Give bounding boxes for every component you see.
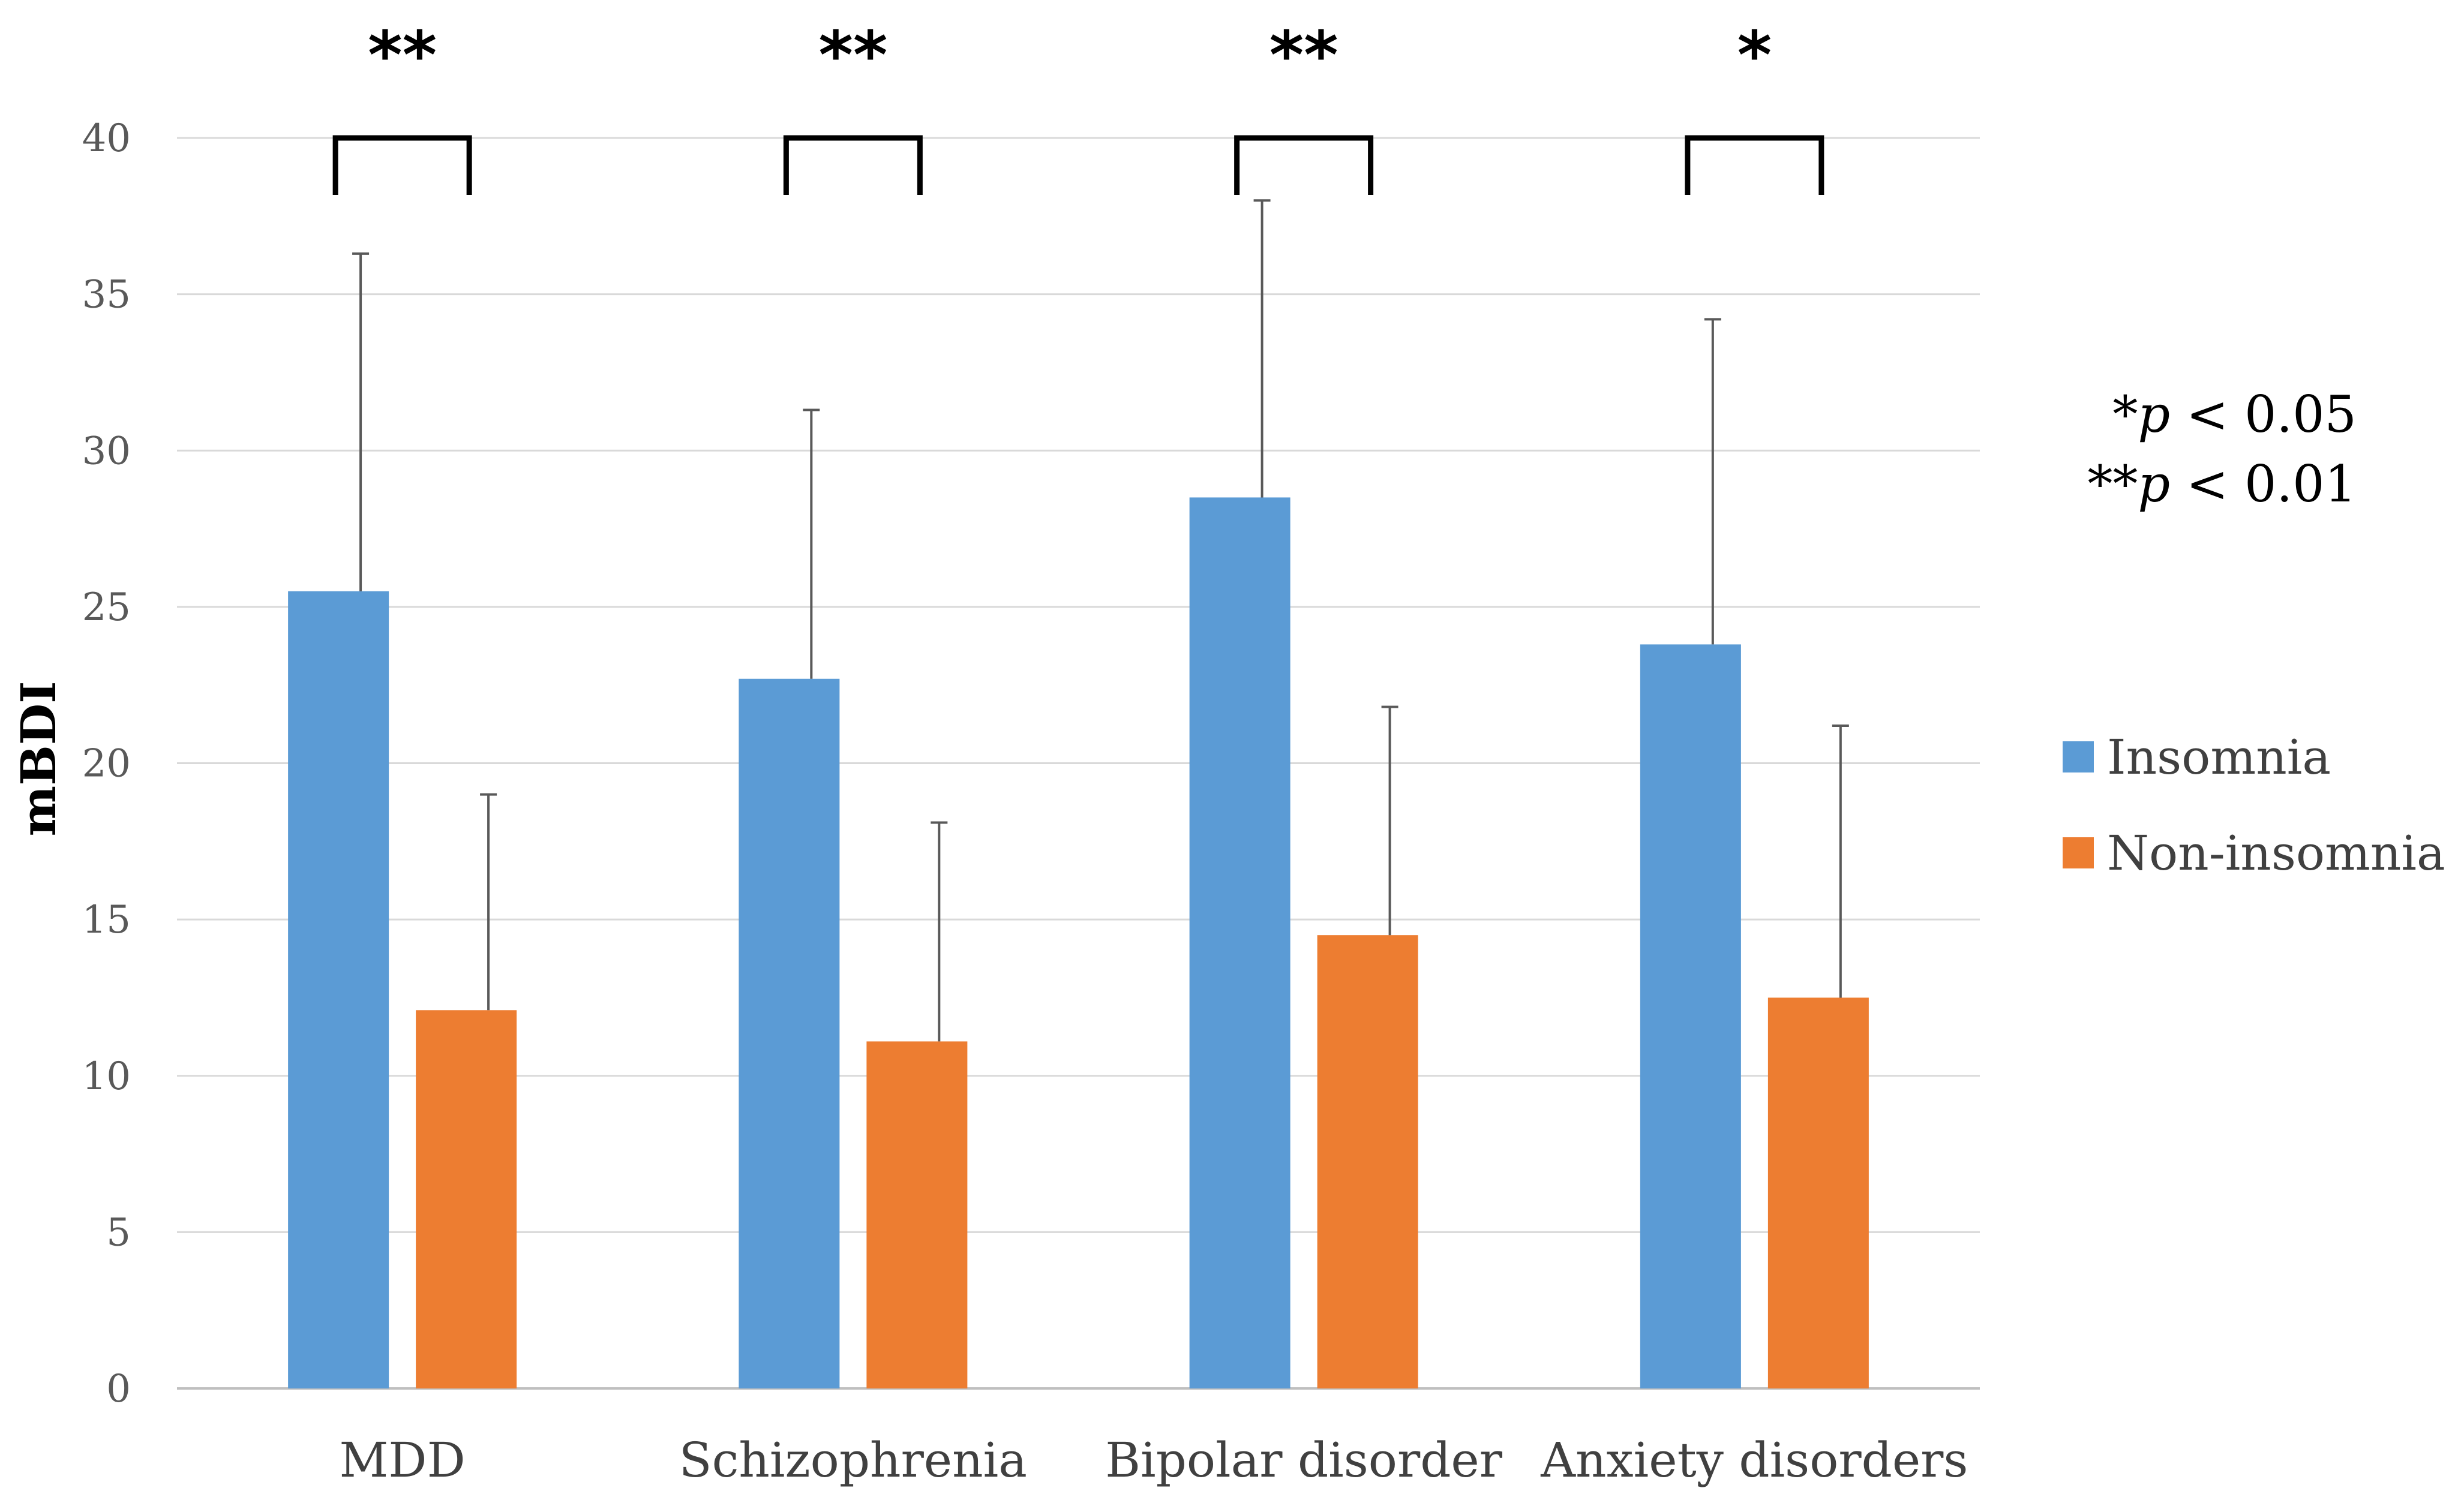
y-tick-label: 0: [106, 1367, 131, 1411]
legend-label-non-insomnia: Non-insomnia: [2107, 825, 2445, 881]
y-tick-label: 10: [82, 1054, 131, 1099]
x-tick-label: Schizophrenia: [679, 1432, 1027, 1488]
error-bar: [931, 821, 948, 1042]
error-bar: [1704, 318, 1721, 645]
p-value-note-2: **p < 0.01: [2087, 455, 2357, 513]
x-tick-label: Anxiety disorders: [1540, 1432, 1968, 1488]
legend-swatch-non-insomnia: [2063, 837, 2094, 868]
bar-insomnia-0: [288, 591, 389, 1388]
y-tick-label: 30: [82, 429, 131, 473]
bar-non-insomnia-2: [1317, 935, 1418, 1388]
bar-non-insomnia-0: [416, 1010, 517, 1388]
bar-insomnia-3: [1640, 644, 1741, 1388]
error-bar: [1253, 199, 1271, 498]
significance-bracket: [332, 135, 472, 195]
x-tick-label: MDD: [340, 1432, 466, 1488]
error-bar: [480, 793, 497, 1011]
error-bar: [1832, 724, 1849, 998]
bars: [288, 497, 1869, 1388]
y-tick-label: 15: [82, 898, 131, 942]
x-tick-label: Bipolar disorder: [1105, 1432, 1503, 1488]
bar-insomnia-2: [1189, 497, 1290, 1388]
x-axis-labels: MDD Schizophrenia Bipolar disorder Anxiety …: [340, 1432, 1968, 1488]
y-tick-label: 5: [106, 1210, 131, 1255]
error-bar: [352, 252, 370, 591]
significance-stars: *: [1737, 17, 1772, 94]
significance-bracket: [1685, 135, 1824, 195]
error-bar: [803, 408, 820, 679]
y-tick-label: 35: [82, 273, 131, 317]
legend-swatch-insomnia: [2063, 741, 2094, 772]
bar-non-insomnia-3: [1767, 997, 1869, 1388]
significance-stars: **: [1269, 17, 1338, 94]
error-bars: [352, 199, 1849, 1042]
y-tick-label: 25: [82, 585, 131, 630]
p-value-annotations: *p < 0.05 **p < 0.01: [2087, 385, 2357, 513]
p-value-note-1: *p < 0.05: [2112, 385, 2357, 444]
error-bar: [1381, 705, 1398, 936]
bar-insomnia-1: [739, 678, 840, 1388]
legend-label-insomnia: Insomnia: [2107, 729, 2331, 785]
significance-stars: **: [368, 17, 437, 94]
significance-brackets: ** ** ** *: [332, 17, 1824, 195]
legend: Insomnia Non-insomnia: [2063, 729, 2445, 881]
y-axis-title: mBDI: [10, 681, 67, 836]
significance-bracket: [1234, 135, 1374, 195]
y-tick-label: 20: [82, 742, 131, 786]
significance-stars: **: [818, 17, 887, 94]
y-axis-ticks: 0 5 10 15 20 25 30 35 40: [82, 116, 131, 1411]
significance-bracket: [783, 135, 923, 195]
y-tick-label: 40: [82, 116, 131, 161]
bar-non-insomnia-1: [866, 1041, 968, 1388]
